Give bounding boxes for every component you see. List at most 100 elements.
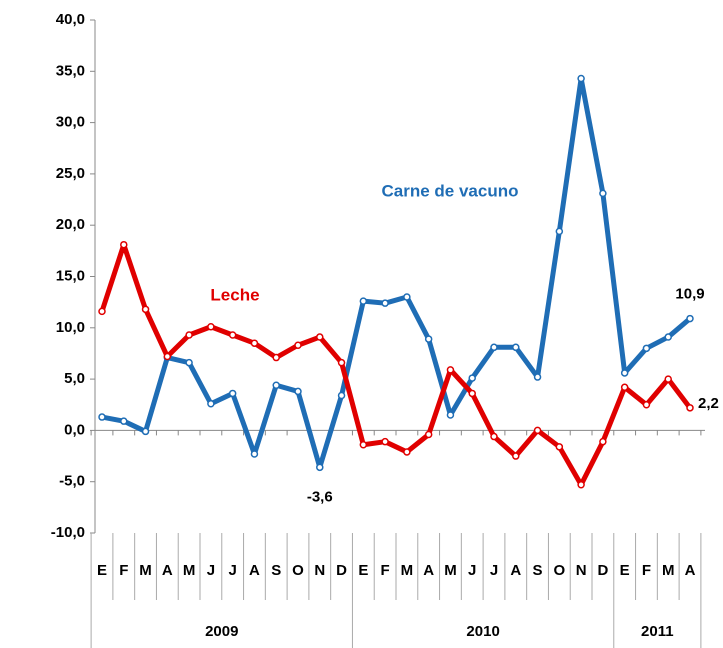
x-tick-label: S [271,562,281,579]
point [512,343,520,352]
x-tick-label: J [228,562,236,579]
y-tick-label: 10,0 [56,319,85,336]
series-label: Leche [210,285,259,304]
x-tick-label: F [119,562,128,579]
y-tick-label: 25,0 [56,165,85,182]
value-label: 10,9 [675,286,704,303]
point [163,352,172,361]
point [424,430,433,439]
point [403,293,411,301]
point [228,331,237,339]
year-label: 2009 [205,623,238,640]
x-tick-label: J [207,562,215,579]
x-tick-label: E [358,562,368,579]
point [446,411,455,419]
point [294,387,302,396]
point [337,358,346,367]
point [512,452,520,460]
point [577,481,585,489]
value-label: -3,6 [307,488,333,505]
point [533,426,542,435]
point [642,344,651,353]
point [207,323,215,331]
y-tick-label: 40,0 [56,11,85,28]
point [316,463,324,472]
x-tick-label: J [468,562,476,579]
y-tick-label: 5,0 [64,370,85,387]
point [686,404,694,412]
point [381,299,389,307]
x-tick-label: A [510,562,521,579]
x-tick-label: O [292,562,304,579]
point [250,450,259,458]
x-tick-label: D [597,562,608,579]
point [468,389,476,398]
point [620,369,629,377]
x-tick-label: M [183,562,196,579]
x-tick-label: M [401,562,414,579]
x-tick-label: A [685,562,696,579]
x-tick-label: E [97,562,107,579]
x-tick-label: J [490,562,498,579]
point [120,417,128,425]
point [664,333,672,341]
point [599,189,607,198]
point [555,443,564,451]
x-tick-label: N [314,562,325,579]
x-tick-label: A [249,562,260,579]
y-tick-label: 0,0 [64,421,85,438]
series-label: Carne de vacuno [382,181,519,200]
point [337,391,346,400]
point [555,227,564,236]
point [403,448,411,456]
point [98,413,106,421]
y-tick-label: -10,0 [51,524,85,541]
point [316,333,324,341]
y-tick-label: -5,0 [59,473,85,490]
y-tick-label: 20,0 [56,216,85,233]
point [141,305,150,314]
point [120,240,128,249]
x-tick-label: N [576,562,587,579]
y-tick-label: 15,0 [56,267,85,284]
x-tick-label: E [620,562,630,579]
x-tick-label: O [553,562,565,579]
value-label: 2,2 [698,395,719,412]
point [620,383,629,392]
y-tick-label: 35,0 [56,62,85,79]
point [272,353,280,362]
point [533,373,542,381]
year-label: 2010 [466,623,499,640]
x-tick-label: F [381,562,390,579]
point [228,389,237,398]
point [141,427,150,436]
point [185,358,193,367]
year-label: 2011 [641,623,674,640]
point [359,297,368,305]
series-line [101,75,692,470]
point [490,343,498,352]
point [250,339,259,347]
point [294,341,302,349]
x-tick-label: A [162,562,173,579]
point [468,374,476,382]
point [577,74,585,83]
x-tick-label: M [444,562,457,579]
point [207,399,215,408]
point [424,335,433,343]
point [490,432,498,441]
y-tick-label: 30,0 [56,114,85,131]
point [599,437,607,446]
x-tick-label: F [642,562,651,579]
point [185,331,193,339]
point [686,314,694,323]
point [664,375,672,383]
x-tick-label: D [336,562,347,579]
point [642,401,651,409]
x-tick-label: A [423,562,434,579]
point [446,366,455,374]
x-tick-label: M [139,562,152,579]
x-tick-label: S [533,562,543,579]
point [381,437,389,446]
